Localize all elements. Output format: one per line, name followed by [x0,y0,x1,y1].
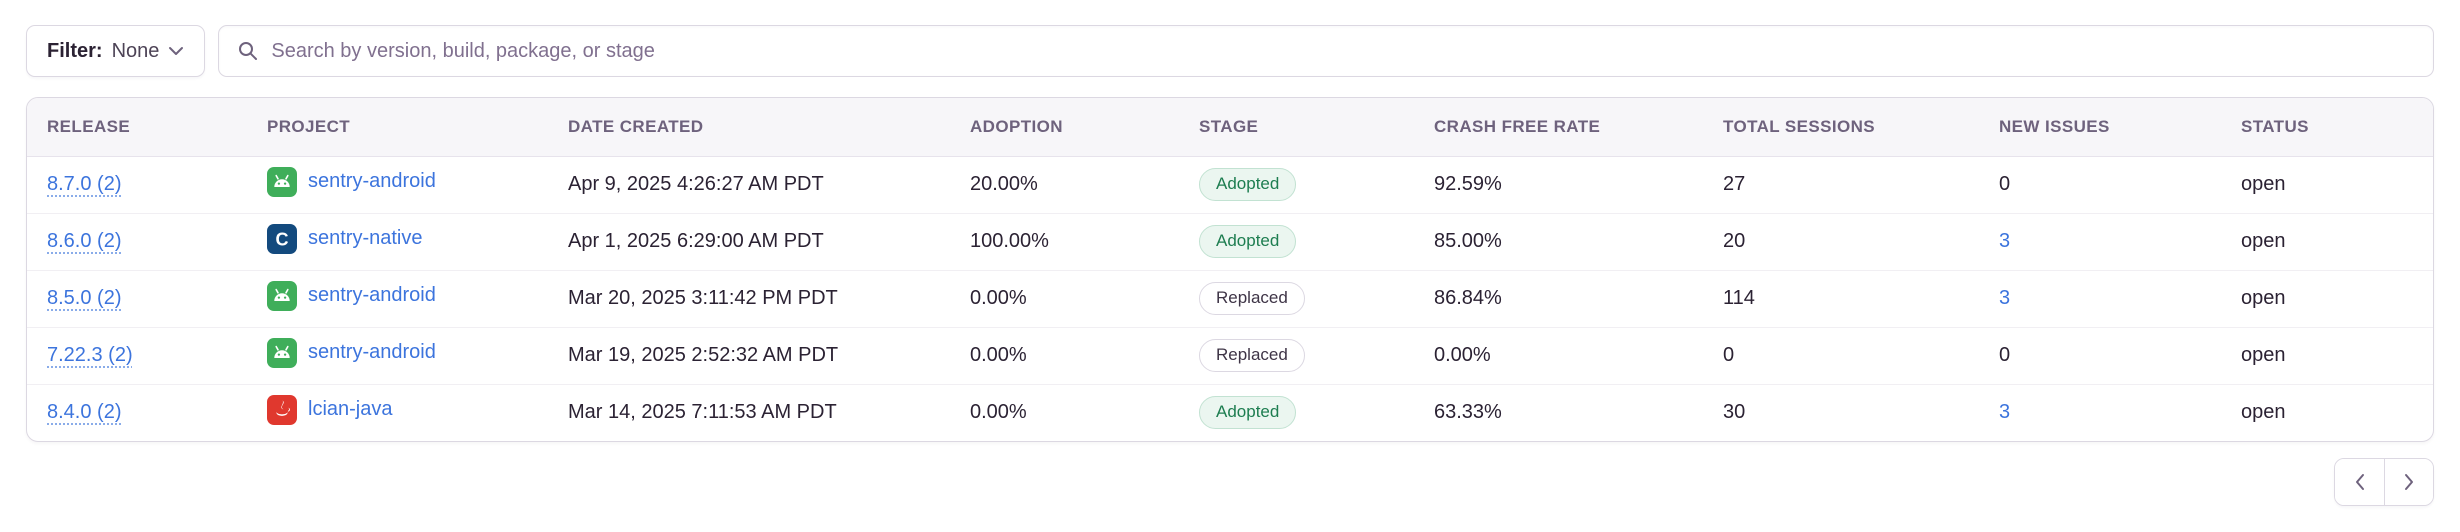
total-sessions-cell: 114 [1703,270,1979,328]
crash-free-rate-cell: 0.00% [1414,327,1703,385]
total-sessions-cell: 20 [1703,213,1979,271]
total-sessions-cell: 27 [1703,156,1979,214]
column-header-release: Release [27,98,247,157]
pagination-row [26,458,2434,506]
pagination [2334,458,2434,506]
project-cell: sentry-android [267,166,436,197]
new-issues-link[interactable]: 3 [1999,287,2011,309]
table-row: 7.22.3 (2) sentry-android Mar 19, 2025 2… [27,327,2433,385]
releases-table-panel: Release Project Date Created Adoption St… [26,97,2434,442]
new-issues-link[interactable]: 3 [1999,230,2011,252]
column-header-project: Project [247,98,548,157]
stage-badge: Adopted [1199,224,1297,259]
status-cell: open [2221,156,2433,214]
date-created-cell: Mar 20, 2025 3:11:42 PM PDT [548,270,950,328]
search-icon [237,40,259,62]
filter-value: None [111,39,160,62]
svg-text:C: C [276,229,289,249]
project-cell: sentry-android [267,280,436,311]
new-issues-cell: 0 [1979,156,2221,214]
adoption-cell: 0.00% [970,401,1027,424]
project-link[interactable]: lcian-java [308,398,393,421]
table-row: 8.4.0 (2) lcian-java Mar 14, 2025 7:11:5… [27,384,2433,441]
release-link[interactable]: 7.22.3 (2) [47,344,133,366]
project-link[interactable]: sentry-android [308,341,436,363]
c-icon: C [267,223,297,254]
release-link[interactable]: 8.4.0 (2) [47,401,122,424]
column-header-stage: Stage [1179,98,1414,157]
stage-badge: Adopted [1199,167,1297,202]
next-page-button[interactable] [2384,459,2433,505]
project-link[interactable]: sentry-android [308,284,436,306]
total-sessions-cell: 30 [1723,401,1746,424]
new-issues-link[interactable]: 3 [1999,401,2011,424]
stage-badge: Replaced [1199,281,1305,316]
releases-table: Release Project Date Created Adoption St… [27,98,2433,441]
date-created-cell: Apr 9, 2025 4:26:27 AM PDT [548,156,950,214]
crash-free-rate-cell: 63.33% [1434,401,1502,424]
status-cell: open [2221,270,2433,328]
table-row: 8.7.0 (2) sentry-android Apr 9, 2025 4:2… [27,156,2433,214]
project-cell: lcian-java [267,394,393,425]
crash-free-rate-cell: 85.00% [1414,213,1703,271]
release-link[interactable]: 8.7.0 (2) [47,173,122,195]
project-link[interactable]: sentry-android [308,170,436,192]
column-header-date-created: Date Created [548,98,950,157]
stage-badge: Replaced [1199,338,1305,373]
search-box [218,25,2434,77]
android-icon [267,166,297,197]
releases-page: Filter: None Release Project [26,25,2434,506]
column-header-total-sessions: Total Sessions [1703,98,1979,157]
release-link[interactable]: 8.5.0 (2) [47,287,122,309]
total-sessions-cell: 0 [1703,327,1979,385]
date-created-cell: Apr 1, 2025 6:29:00 AM PDT [548,213,950,271]
filter-label: Filter: [47,39,103,62]
crash-free-rate-cell: 92.59% [1414,156,1703,214]
adoption-cell: 0.00% [950,270,1179,328]
android-icon [267,337,297,368]
previous-page-button[interactable] [2335,459,2384,505]
project-cell: sentry-android [267,337,436,368]
column-header-adoption: Adoption [950,98,1179,157]
column-header-crash-free-rate: Crash Free Rate [1414,98,1703,157]
column-header-status: Status [2221,98,2433,157]
adoption-cell: 20.00% [950,156,1179,214]
project-cell: C sentry-native [267,223,423,254]
project-link[interactable]: sentry-native [308,227,423,249]
status-cell: open [2221,327,2433,385]
toolbar: Filter: None [26,25,2434,77]
column-header-new-issues: New Issues [1979,98,2221,157]
status-cell: open [2221,213,2433,271]
date-created-cell: Mar 14, 2025 7:11:53 AM PDT [568,401,837,424]
android-icon [267,280,297,311]
table-header-row: Release Project Date Created Adoption St… [27,98,2433,157]
date-created-cell: Mar 19, 2025 2:52:32 AM PDT [548,327,950,385]
filter-dropdown-button[interactable]: Filter: None [26,25,206,77]
release-link[interactable]: 8.6.0 (2) [47,230,122,252]
search-input[interactable] [271,39,2415,63]
adoption-cell: 100.00% [950,213,1179,271]
crash-free-rate-cell: 86.84% [1414,270,1703,328]
chevron-right-icon [2403,473,2415,491]
stage-badge: Adopted [1199,396,1297,430]
adoption-cell: 0.00% [950,327,1179,385]
chevron-down-icon [168,46,184,56]
table-row: 8.6.0 (2) C sentry-native Apr 1, 2025 6:… [27,213,2433,271]
new-issues-cell: 0 [1979,327,2221,385]
table-row: 8.5.0 (2) sentry-android Mar 20, 2025 3:… [27,270,2433,328]
java-icon [267,394,297,425]
status-cell: open [2241,401,2286,424]
chevron-left-icon [2354,473,2366,491]
